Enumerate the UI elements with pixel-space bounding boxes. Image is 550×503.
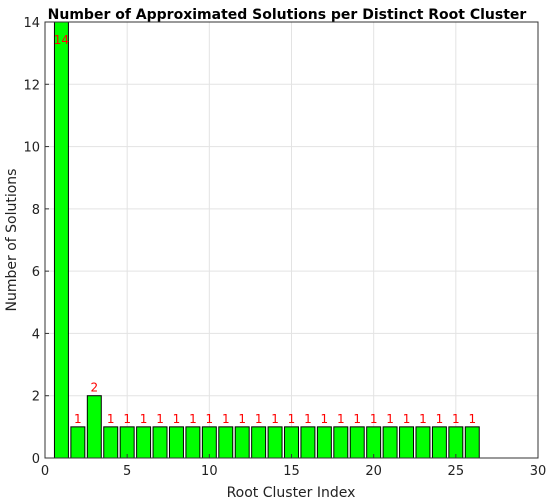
data-label-15: 1 <box>288 412 296 426</box>
bar-12 <box>234 426 250 459</box>
x-tick-label: 25 <box>448 464 465 479</box>
grid-lines <box>44 21 539 459</box>
data-label-1: 14 <box>54 33 69 47</box>
data-label-21: 1 <box>386 412 394 426</box>
bar-17 <box>316 426 332 459</box>
bars <box>53 21 480 459</box>
x-tick-label: 0 <box>41 464 49 479</box>
y-tick-label: 8 <box>32 203 40 218</box>
y-tick-label: 2 <box>32 390 40 405</box>
bar-6 <box>136 426 152 459</box>
bar-20 <box>366 426 382 459</box>
x-tick-label: 30 <box>530 464 547 479</box>
data-label-20: 1 <box>370 412 378 426</box>
data-label-24: 1 <box>436 412 444 426</box>
data-label-23: 1 <box>419 412 427 426</box>
bar-16 <box>300 426 316 459</box>
bar-2 <box>70 426 86 459</box>
data-label-8: 1 <box>173 412 181 426</box>
y-tick-label: 10 <box>23 141 40 156</box>
data-label-11: 1 <box>222 412 230 426</box>
y-tick-label: 6 <box>32 265 40 280</box>
data-label-9: 1 <box>189 412 197 426</box>
y-tick-label: 14 <box>23 16 40 31</box>
data-label-25: 1 <box>452 412 460 426</box>
bar-22 <box>399 426 415 459</box>
data-label-10: 1 <box>206 412 214 426</box>
bar-5 <box>119 426 135 459</box>
y-tick-label: 12 <box>23 78 40 93</box>
bar-10 <box>201 426 217 459</box>
bar-13 <box>251 426 267 459</box>
data-label-5: 1 <box>123 412 131 426</box>
bar-24 <box>431 426 447 459</box>
x-axis-label: Root Cluster Index <box>227 485 356 501</box>
bar-18 <box>333 426 349 459</box>
data-label-6: 1 <box>140 412 148 426</box>
data-label-16: 1 <box>304 412 312 426</box>
bar-9 <box>185 426 201 459</box>
bar-7 <box>152 426 168 459</box>
chart-title: Number of Approximated Solutions per Dis… <box>48 7 527 23</box>
bar-25 <box>448 426 464 459</box>
data-label-3: 2 <box>90 381 98 395</box>
bar-19 <box>349 426 365 459</box>
bar-11 <box>218 426 234 459</box>
bar-4 <box>103 426 119 459</box>
data-label-4: 1 <box>107 412 115 426</box>
bar-21 <box>382 426 398 459</box>
data-label-18: 1 <box>337 412 345 426</box>
bar-3 <box>86 395 102 459</box>
data-label-7: 1 <box>156 412 164 426</box>
x-tick-label: 10 <box>201 464 218 479</box>
x-tick-label: 15 <box>283 464 300 479</box>
bar-26 <box>464 426 480 459</box>
data-label-17: 1 <box>321 412 329 426</box>
y-axis-label: Number of Solutions <box>4 169 20 312</box>
bar-15 <box>284 426 299 459</box>
x-tick-label: 5 <box>123 464 131 479</box>
bar-14 <box>267 426 283 459</box>
data-label-13: 1 <box>255 412 263 426</box>
bar-23 <box>415 426 431 459</box>
y-tick-label: 0 <box>32 452 40 467</box>
y-tick-label: 4 <box>32 327 40 342</box>
data-label-22: 1 <box>403 412 411 426</box>
data-label-2: 1 <box>74 412 82 426</box>
bar-8 <box>168 426 184 459</box>
data-label-19: 1 <box>353 412 361 426</box>
data-label-14: 1 <box>271 412 279 426</box>
data-label-12: 1 <box>238 412 246 426</box>
bar-1 <box>53 21 69 459</box>
data-label-26: 1 <box>468 412 476 426</box>
x-tick-label: 20 <box>365 464 382 479</box>
